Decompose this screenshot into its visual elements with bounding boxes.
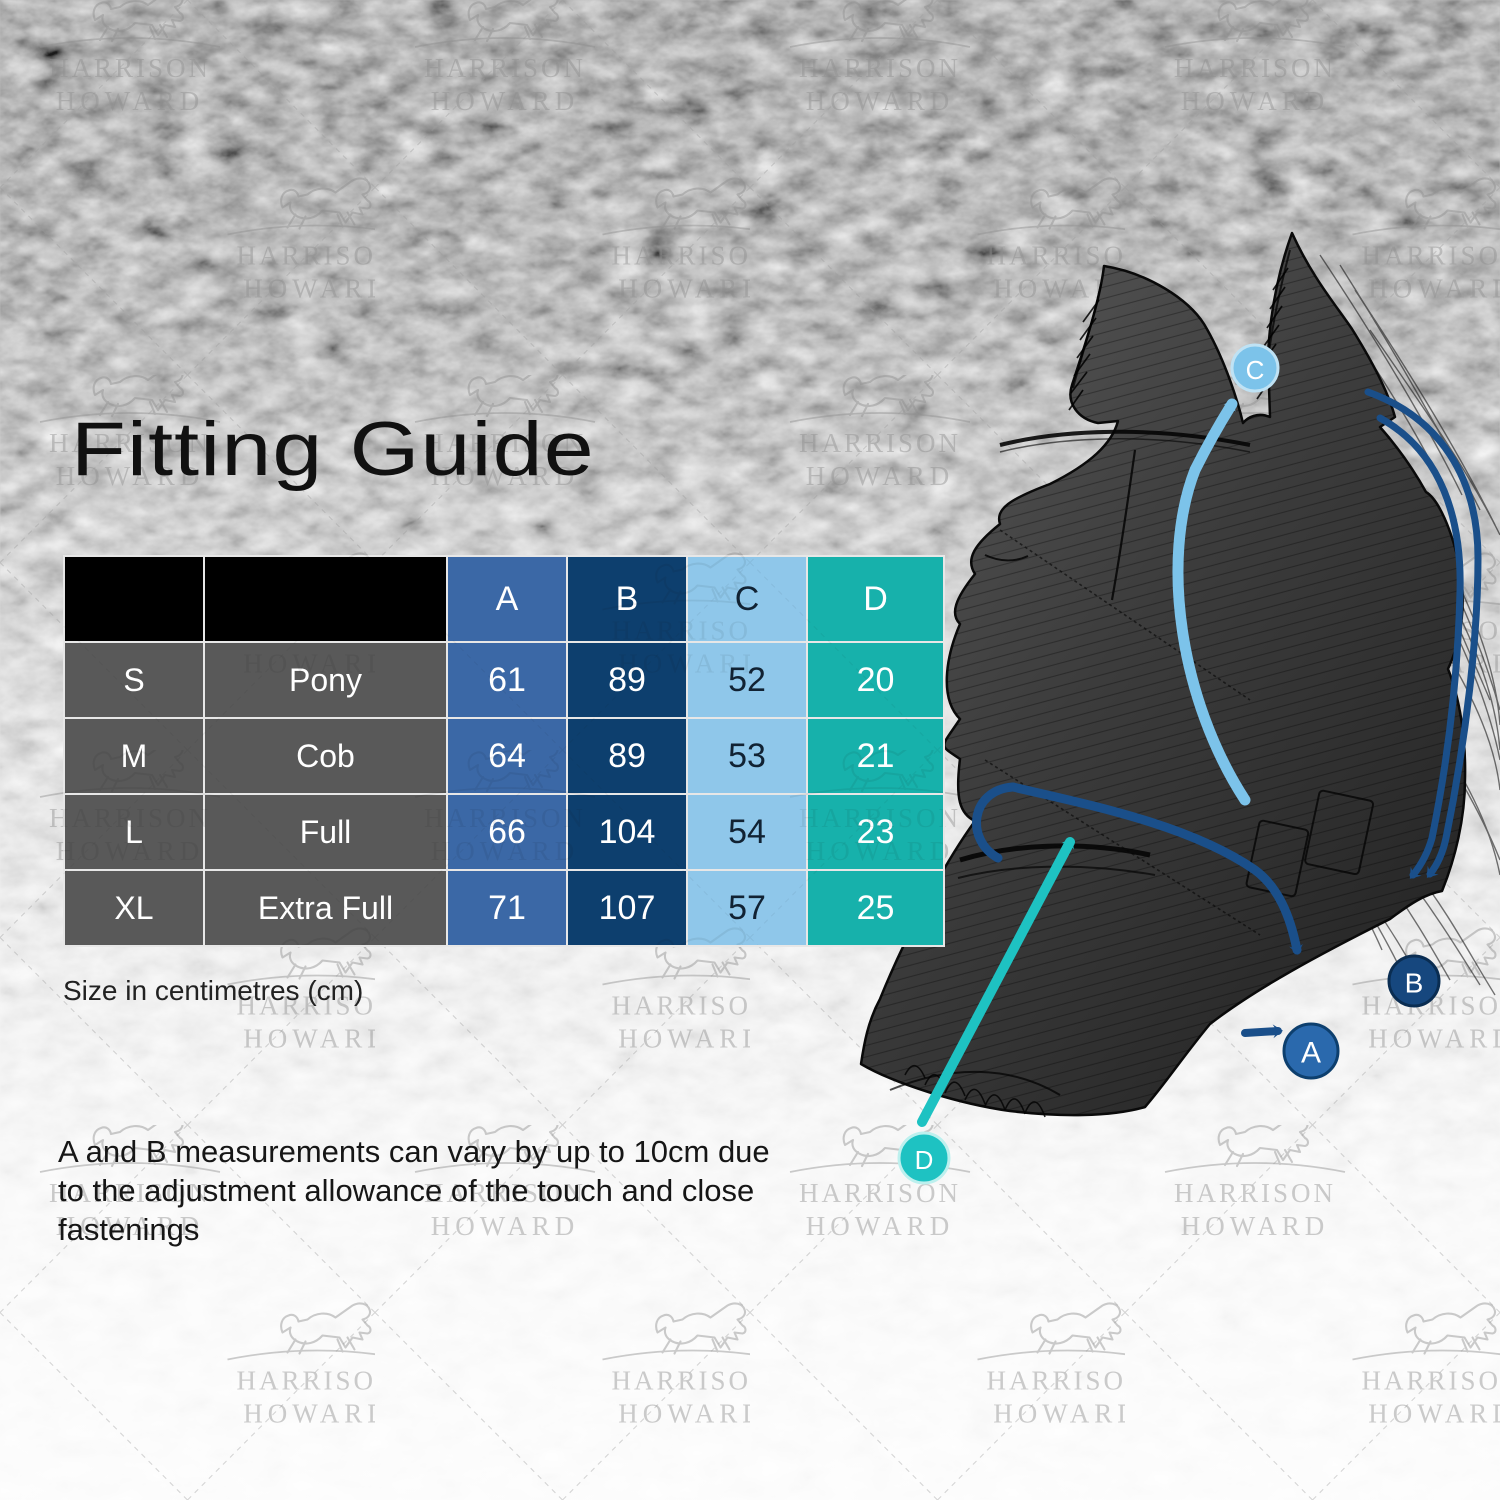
svg-text:C: C — [1246, 355, 1265, 385]
svg-text:A: A — [1301, 1037, 1321, 1070]
svg-text:B: B — [1405, 968, 1424, 999]
svg-text:D: D — [915, 1145, 934, 1175]
